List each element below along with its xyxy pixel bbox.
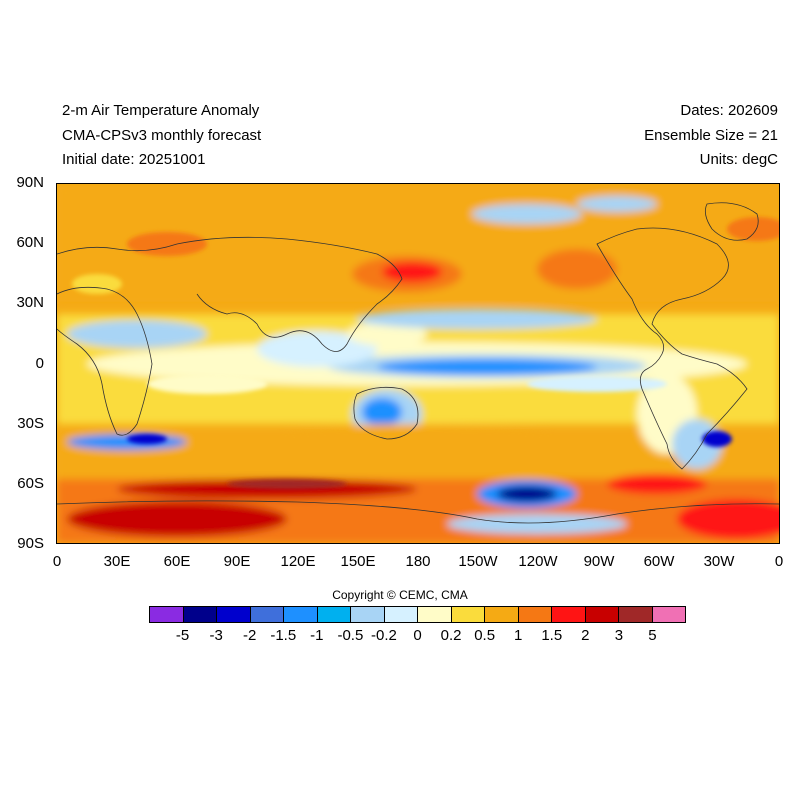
x-tick: 120W (518, 553, 558, 570)
colorbar-cell (384, 607, 418, 622)
colorbar-label: -2 (243, 627, 257, 644)
colorbar-cell (183, 607, 217, 622)
colorbar-cell (284, 607, 318, 622)
y-tick: 60N (16, 234, 44, 251)
colorbar-label: 1 (514, 627, 523, 644)
anomaly-field (57, 184, 779, 543)
y-tick: 30N (16, 294, 44, 311)
colorbar-cell (150, 607, 184, 622)
colorbar-label: -0.2 (371, 627, 397, 644)
x-tick: 150E (340, 553, 376, 570)
colorbar-label: 2 (581, 627, 590, 644)
y-tick: 90S (17, 535, 44, 552)
colorbar-label: -5 (175, 627, 190, 644)
colorbar-label: 0.5 (474, 627, 496, 644)
coastlines (57, 202, 779, 524)
colorbar-label: -3 (209, 627, 223, 644)
colorbar-cell (317, 607, 351, 622)
dates-label: Dates: 202609 (680, 102, 778, 119)
y-tick: 90N (16, 174, 44, 191)
colorbar-label: 1.5 (541, 627, 563, 644)
x-tick: 30W (703, 553, 735, 570)
x-tick: 120E (280, 553, 316, 570)
x-tick: 30E (103, 553, 131, 570)
colorbar-label: -1 (310, 627, 324, 644)
x-tick: 90E (223, 553, 251, 570)
colorbar-label: 0.2 (440, 627, 462, 644)
colorbar-label: 0 (413, 627, 422, 644)
colorbar-cell (418, 607, 452, 622)
colorbar-cell (250, 607, 284, 622)
x-tick: 150W (458, 553, 498, 570)
units-label: Units: degC (699, 151, 778, 168)
colorbar-label: -0.5 (337, 627, 364, 644)
x-tick: 60E (163, 553, 191, 570)
ensemble-size-label: Ensemble Size = 21 (644, 127, 778, 144)
y-tick: 0 (35, 355, 44, 372)
colorbar-label: 3 (614, 627, 624, 644)
initial-date-label: Initial date: 20251001 (62, 151, 206, 168)
colorbar-label: 5 (648, 627, 657, 644)
x-tick: 0 (774, 553, 784, 570)
colorbar-cell (619, 607, 653, 622)
colorbar-label: -1.5 (270, 627, 297, 644)
x-tick: 90W (583, 553, 615, 570)
colorbar-cell (585, 607, 619, 622)
x-tick: 180 (405, 553, 431, 570)
colorbar-cell (351, 607, 385, 622)
map-title: 2-m Air Temperature Anomaly (62, 102, 260, 119)
model-label: CMA-CPSv3 monthly forecast (62, 127, 262, 144)
x-tick: 0 (52, 553, 62, 570)
y-tick: 30S (17, 415, 44, 432)
x-tick: 60W (643, 553, 675, 570)
colorbar (149, 606, 686, 623)
colorbar-cell (518, 607, 552, 622)
colorbar-cell (217, 607, 251, 622)
colorbar-cell (552, 607, 586, 622)
colorbar-cell (652, 607, 685, 622)
copyright-label: Copyright © CEMC, CMA (332, 588, 468, 602)
colorbar-cell (451, 607, 485, 622)
colorbar-cell (485, 607, 519, 622)
anomaly-map (56, 183, 780, 544)
y-tick: 60S (17, 475, 44, 492)
